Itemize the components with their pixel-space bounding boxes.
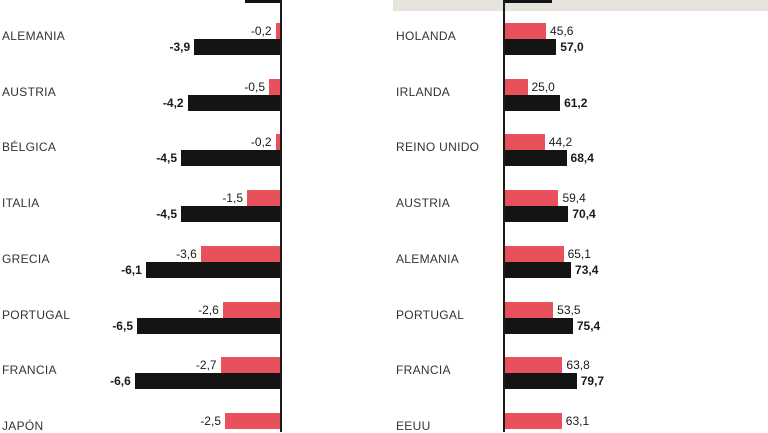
red-bar — [505, 190, 559, 207]
category-label: ITALIA — [2, 196, 40, 211]
black-bar — [194, 39, 280, 55]
value-label: 73,4 — [575, 262, 599, 277]
value-label: 65,1 — [567, 246, 591, 261]
value-label: -2,7 — [195, 358, 217, 373]
value-label: -6,5 — [112, 318, 133, 333]
black-bar — [505, 94, 561, 111]
black-bar — [181, 206, 280, 223]
red-bar — [275, 134, 280, 151]
red-bar — [225, 412, 280, 429]
value-label: 63,8 — [566, 358, 590, 373]
value-label: 44,2 — [548, 135, 573, 150]
value-label: 63,1 — [565, 413, 590, 428]
black-bar — [505, 261, 572, 278]
value-label: -2,5 — [200, 413, 221, 428]
red-bar — [505, 134, 545, 151]
black-bar — [505, 150, 567, 167]
black-bar — [187, 94, 280, 111]
category-label: PORTUGAL — [396, 307, 465, 322]
black-bar — [505, 206, 569, 223]
header-band — [393, 0, 768, 11]
value-label: 68,4 — [570, 151, 594, 166]
category-label: HOLANDA — [396, 29, 457, 43]
black-bar — [181, 150, 280, 167]
category-label: AUSTRIA — [2, 84, 57, 99]
value-label: 57,0 — [560, 40, 584, 54]
value-label: -6,6 — [110, 374, 131, 389]
category-label: GRECIA — [2, 251, 50, 266]
left-zero-axis — [280, 0, 282, 432]
value-label: -0,2 — [250, 24, 272, 38]
value-label: -2,6 — [198, 302, 219, 317]
category-label: FRANCIA — [396, 363, 451, 378]
value-label: -0,5 — [244, 79, 265, 94]
red-bar — [505, 412, 562, 429]
value-label: -0,2 — [250, 135, 272, 150]
red-bar — [275, 23, 280, 39]
red-bar — [200, 245, 280, 262]
category-label: FRANCIA — [2, 363, 57, 378]
value-label: -3,9 — [169, 40, 191, 54]
value-label: 61,2 — [564, 95, 588, 110]
value-label: 59,4 — [562, 191, 586, 206]
value-label: 79,7 — [580, 374, 605, 389]
red-bar — [505, 78, 528, 95]
black-bar — [505, 373, 577, 390]
value-label: -3,6 — [176, 246, 197, 261]
red-bar — [505, 245, 564, 262]
right-zero-axis — [503, 0, 505, 432]
red-bar — [505, 301, 554, 318]
category-label: PORTUGAL — [2, 307, 71, 322]
category-label: BÉLGICA — [2, 140, 57, 155]
value-label: -4,5 — [156, 151, 177, 166]
value-label: -4,2 — [162, 95, 184, 110]
black-bar — [137, 317, 280, 334]
red-bar — [505, 357, 563, 374]
value-label: 53,5 — [557, 302, 581, 317]
category-label: JAPÓN — [2, 418, 44, 433]
red-bar — [247, 190, 280, 207]
red-bar — [505, 23, 547, 39]
black-bar — [145, 261, 280, 278]
value-label: 45,6 — [550, 24, 574, 38]
value-label: -4,5 — [156, 207, 177, 222]
red-bar — [220, 357, 280, 374]
value-label: 70,4 — [572, 207, 596, 222]
category-label: IRLANDA — [396, 84, 451, 99]
black-bar — [505, 39, 557, 55]
category-label: REINO UNIDO — [396, 140, 480, 155]
value-label: 25,0 — [531, 79, 555, 94]
black-bar-cropped — [505, 0, 552, 3]
value-label: -6,1 — [121, 262, 142, 277]
black-bar — [505, 317, 573, 334]
value-label: 75,4 — [576, 318, 601, 333]
black-bar — [134, 373, 280, 390]
category-label: ALEMANIA — [396, 251, 460, 266]
category-label: EEUU — [396, 418, 431, 433]
red-bar — [222, 301, 280, 318]
value-label: -1,5 — [222, 191, 243, 206]
red-bar — [269, 78, 280, 95]
black-bar-cropped — [245, 0, 280, 3]
category-label: AUSTRIA — [396, 196, 451, 211]
category-label: ALEMANIA — [2, 29, 66, 43]
